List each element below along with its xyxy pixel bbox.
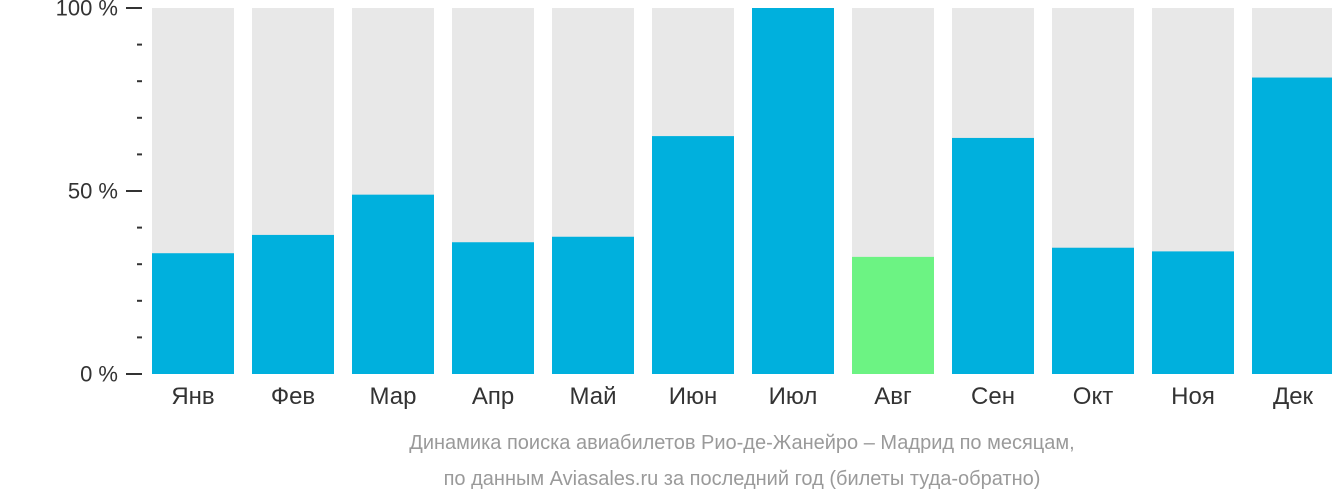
x-category-label: Сен <box>971 383 1015 410</box>
x-category-label: Дек <box>1273 383 1314 410</box>
x-category-label: Май <box>569 383 616 410</box>
bar-11 <box>1152 251 1234 374</box>
chart-caption-line-1: Динамика поиска авиабилетов Рио-де-Жаней… <box>409 432 1075 454</box>
x-category-label: Фев <box>271 383 315 410</box>
y-tick-label: 50 % <box>68 179 118 204</box>
chart-caption-line-2: по данным Aviasales.ru за последний год … <box>443 468 1041 490</box>
bar-8 <box>852 256 934 374</box>
bar-9 <box>952 137 1034 374</box>
bar-7 <box>752 8 834 374</box>
bar-1 <box>152 253 234 374</box>
x-category-label: Авг <box>874 383 912 410</box>
x-category-label: Апр <box>472 383 514 410</box>
x-category-label: Янв <box>171 383 214 410</box>
bar-10 <box>1052 247 1134 374</box>
bar-2 <box>252 234 334 374</box>
bar-6 <box>652 136 734 374</box>
y-tick-label: 0 % <box>80 362 118 387</box>
y-tick-label: 100 % <box>56 0 118 21</box>
x-category-label: Июл <box>769 383 818 410</box>
bar-12 <box>1252 77 1332 374</box>
bar-4 <box>452 242 534 374</box>
x-category-label: Окт <box>1073 383 1113 410</box>
x-category-label: Мар <box>370 383 417 410</box>
x-category-label: Июн <box>669 383 718 410</box>
bar-3 <box>352 194 434 374</box>
x-category-label: Ноя <box>1171 383 1215 410</box>
bar-5 <box>552 236 634 374</box>
